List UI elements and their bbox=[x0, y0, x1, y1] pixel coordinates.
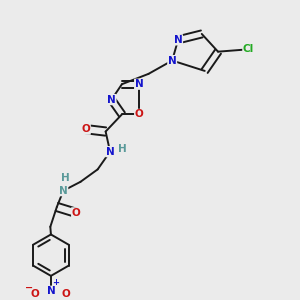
Text: N: N bbox=[107, 94, 116, 105]
Text: O: O bbox=[81, 124, 90, 134]
Text: H: H bbox=[61, 173, 70, 183]
Text: N: N bbox=[46, 286, 55, 296]
Text: O: O bbox=[30, 289, 39, 299]
Text: N: N bbox=[106, 147, 114, 157]
Text: N: N bbox=[174, 35, 182, 45]
Text: N: N bbox=[168, 56, 177, 65]
Text: N: N bbox=[59, 186, 68, 196]
Text: N: N bbox=[135, 79, 143, 89]
Text: O: O bbox=[61, 289, 70, 299]
Text: Cl: Cl bbox=[243, 44, 254, 54]
Text: O: O bbox=[72, 208, 80, 218]
Text: +: + bbox=[52, 278, 59, 287]
Text: −: − bbox=[25, 283, 33, 293]
Text: H: H bbox=[118, 144, 127, 154]
Text: O: O bbox=[135, 110, 143, 119]
